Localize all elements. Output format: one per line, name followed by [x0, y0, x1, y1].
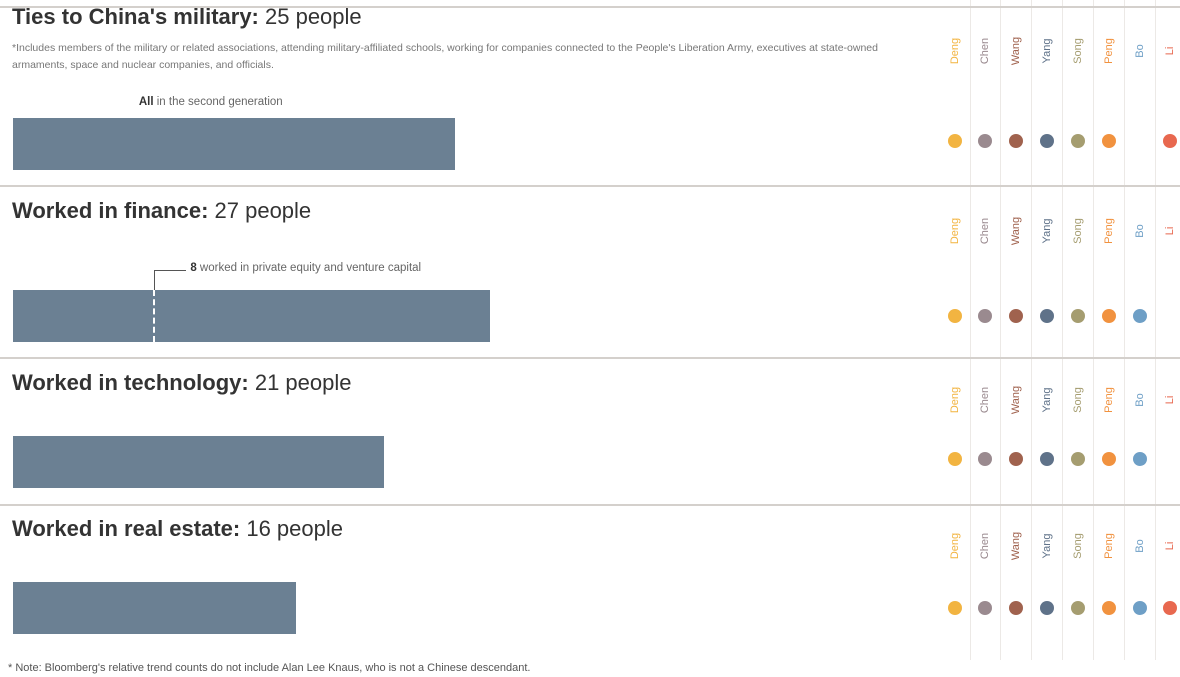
dot-deng [948, 309, 962, 323]
section-title: Worked in technology: 21 people [12, 370, 351, 396]
dot-yang [1040, 134, 1054, 148]
bar-annotation-text: in the second generation [153, 96, 283, 108]
family-label-wang: Wang [1010, 36, 1022, 66]
sub-value-marker [153, 290, 156, 342]
family-label-peng: Peng [1103, 38, 1115, 64]
dot-yang [1040, 452, 1054, 466]
section-title-label: Worked in real estate: [12, 516, 241, 541]
family-label-bo: Bo [1134, 224, 1146, 238]
family-label-chen: Chen [979, 386, 991, 414]
family-label-song: Song [1072, 218, 1084, 244]
bar-2 [13, 290, 490, 342]
family-label-peng: Peng [1103, 387, 1115, 413]
family-label-li: Li [1164, 395, 1176, 405]
family-label-bo: Bo [1134, 44, 1146, 58]
footnote: * Note: Bloomberg's relative trend count… [8, 662, 531, 674]
column-line-deng [970, 0, 971, 660]
family-label-song: Song [1072, 38, 1084, 64]
section-title-count: 27 people [208, 198, 312, 223]
dot-wang [1009, 452, 1023, 466]
family-label-deng: Deng [949, 386, 961, 414]
section-title: Ties to China's military: 25 people [12, 4, 362, 30]
dot-peng [1102, 309, 1116, 323]
dot-song [1071, 452, 1085, 466]
section-title-label: Worked in technology: [12, 370, 249, 395]
dot-chen [978, 134, 992, 148]
dot-li [1163, 134, 1177, 148]
family-label-wang: Wang [1010, 531, 1022, 561]
family-label-song: Song [1072, 387, 1084, 413]
dot-bo [1133, 309, 1147, 323]
family-label-bo: Bo [1134, 393, 1146, 407]
column-line-wang [1031, 0, 1032, 660]
family-label-deng: Deng [949, 37, 961, 65]
dot-chen [978, 601, 992, 615]
dot-peng [1102, 601, 1116, 615]
dot-peng [1102, 134, 1116, 148]
section-title: Worked in real estate: 16 people [12, 516, 343, 542]
dot-peng [1102, 452, 1116, 466]
section-title-count: 21 people [248, 370, 352, 395]
bar-annotation-value: 8 [190, 262, 197, 274]
annotation-leader-vertical [154, 270, 156, 290]
family-label-wang: Wang [1010, 385, 1022, 415]
dot-song [1071, 601, 1085, 615]
column-line-yang [1062, 0, 1063, 660]
family-label-yang: Yang [1041, 218, 1053, 244]
section-separator [0, 504, 1180, 506]
dot-song [1071, 309, 1085, 323]
family-label-chen: Chen [979, 217, 991, 245]
dot-bo [1133, 601, 1147, 615]
bar-annotation-value: All [138, 96, 154, 108]
family-label-yang: Yang [1041, 387, 1053, 413]
family-label-peng: Peng [1103, 218, 1115, 244]
dot-wang [1009, 601, 1023, 615]
dot-chen [978, 309, 992, 323]
dot-deng [948, 134, 962, 148]
bar-annotation: 8 worked in private equity and venture c… [190, 262, 421, 274]
bar-annotation-text: worked in private equity and venture cap… [196, 262, 422, 274]
column-line-song [1093, 0, 1094, 660]
family-label-yang: Yang [1041, 533, 1053, 559]
bar-4 [13, 582, 296, 634]
family-label-chen: Chen [979, 532, 991, 560]
family-label-deng: Deng [949, 217, 961, 245]
family-label-song: Song [1072, 533, 1084, 559]
family-label-li: Li [1164, 226, 1176, 236]
family-label-wang: Wang [1010, 216, 1022, 246]
dot-wang [1009, 134, 1023, 148]
section-title-label: Worked in finance: [12, 198, 209, 223]
bar-annotation: All in the second generation [139, 96, 283, 108]
bar-3 [13, 436, 384, 488]
family-label-bo: Bo [1134, 539, 1146, 553]
bar-1 [13, 118, 455, 170]
column-line-peng [1124, 0, 1125, 660]
dot-deng [948, 601, 962, 615]
family-label-chen: Chen [979, 37, 991, 65]
family-label-li: Li [1164, 541, 1176, 551]
column-line-bo [1155, 0, 1156, 660]
dot-li [1163, 601, 1177, 615]
column-line-chen [1000, 0, 1001, 660]
dot-song [1071, 134, 1085, 148]
section-separator [0, 357, 1180, 359]
family-label-peng: Peng [1103, 533, 1115, 559]
dot-bo [1133, 452, 1147, 466]
dot-yang [1040, 309, 1054, 323]
section-separator [0, 6, 1180, 8]
section-separator [0, 185, 1180, 187]
annotation-leader-horizontal [154, 270, 187, 271]
dot-chen [978, 452, 992, 466]
dot-wang [1009, 309, 1023, 323]
family-label-li: Li [1164, 46, 1176, 56]
dot-deng [948, 452, 962, 466]
section-title-count: 16 people [240, 516, 343, 541]
section-title-label: Ties to China's military: [12, 4, 259, 29]
family-label-yang: Yang [1041, 38, 1053, 64]
family-label-deng: Deng [949, 532, 961, 560]
section-title: Worked in finance: 27 people [12, 198, 311, 224]
section-title-count: 25 people [258, 4, 362, 29]
section-note: *Includes members of the military or rel… [12, 42, 878, 71]
dot-yang [1040, 601, 1054, 615]
